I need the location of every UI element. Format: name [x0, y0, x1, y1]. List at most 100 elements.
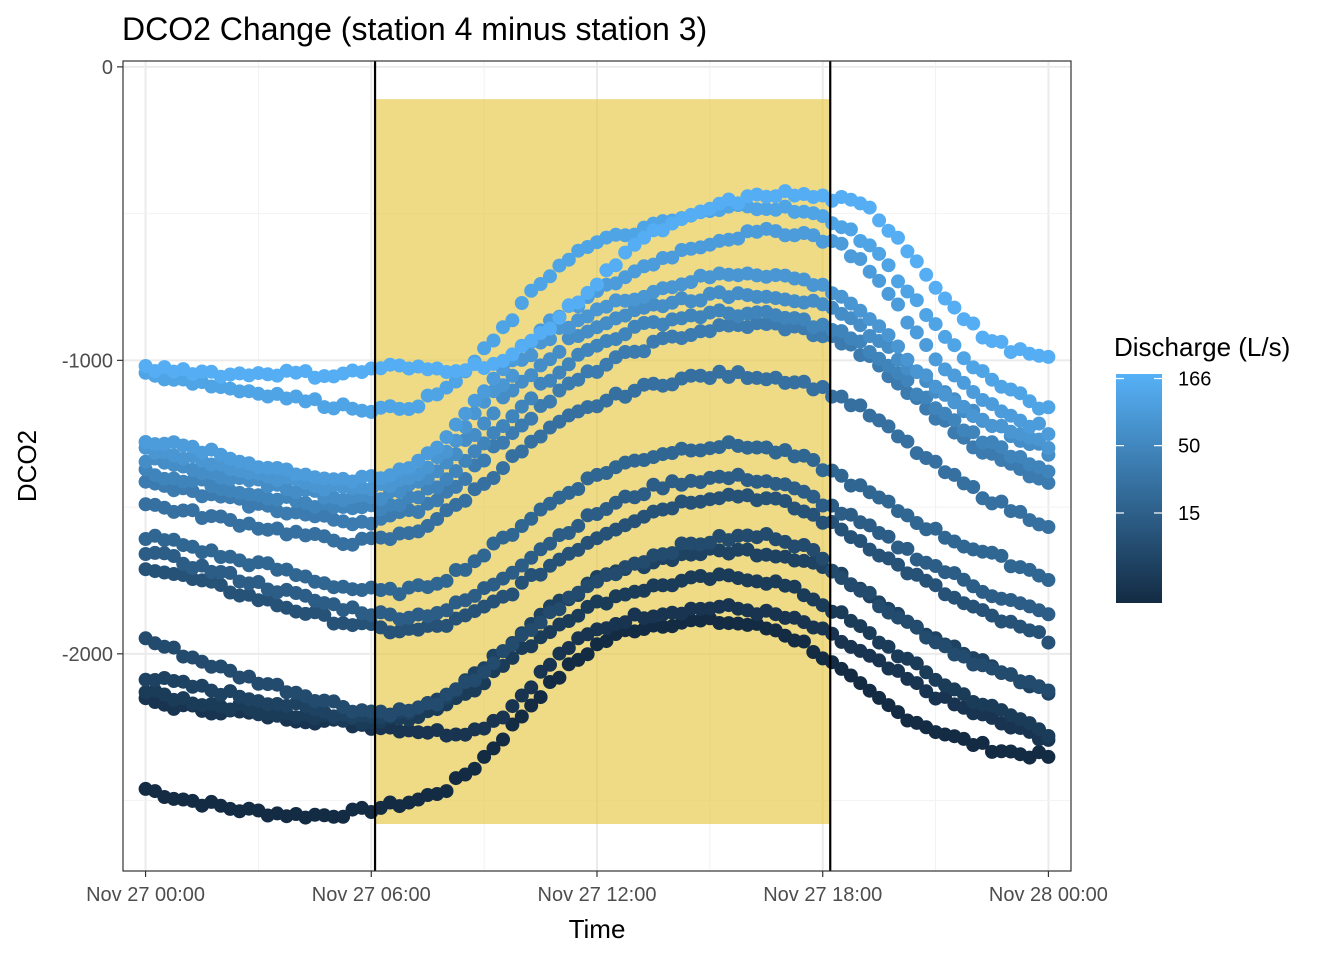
- data-point: [533, 615, 548, 630]
- data-point: [524, 348, 539, 363]
- data-point: [900, 352, 915, 367]
- data-point: [524, 698, 539, 713]
- data-point: [843, 507, 858, 522]
- data-point: [401, 461, 416, 476]
- data-point: [599, 596, 614, 611]
- data-point: [486, 741, 501, 756]
- data-point: [966, 316, 981, 331]
- x-axis: Nov 27 00:00 Nov 27 06:00 Nov 27 12:00 Nov …: [86, 871, 1108, 906]
- data-point: [411, 505, 426, 519]
- data-point: [947, 338, 962, 353]
- data-point: [496, 435, 510, 450]
- data-point: [862, 264, 877, 279]
- data-point: [806, 489, 821, 504]
- data-point: [1041, 427, 1056, 442]
- data-point: [900, 244, 915, 259]
- data-point: [439, 430, 454, 445]
- data-point: [524, 623, 539, 637]
- data-point: [411, 453, 426, 468]
- data-point: [533, 277, 548, 291]
- data-point: [270, 677, 285, 692]
- data-point: [909, 676, 924, 691]
- x-tick-label: Nov 27 00:00: [86, 884, 205, 906]
- x-tick-label: Nov 27 18:00: [763, 884, 882, 906]
- data-point: [166, 549, 181, 563]
- data-point: [411, 399, 426, 414]
- data-point: [947, 413, 962, 428]
- data-point: [787, 579, 802, 594]
- data-point: [543, 321, 557, 336]
- data-point: [486, 333, 501, 348]
- data-point: [1041, 573, 1056, 587]
- data-point: [477, 721, 492, 736]
- vertical-lines: [373, 61, 832, 871]
- data-point: [796, 312, 811, 327]
- data-point: [862, 238, 877, 253]
- data-point: [571, 372, 586, 387]
- data-point: [919, 308, 934, 322]
- data-point: [891, 663, 905, 678]
- series-18: [138, 435, 1056, 602]
- data-point: [467, 761, 482, 776]
- data-point: [561, 641, 576, 655]
- data-point: [900, 541, 915, 556]
- data-point: [439, 472, 454, 487]
- data-point: [637, 487, 651, 502]
- data-point: [430, 480, 445, 495]
- data-point: [881, 286, 896, 301]
- data-point: [938, 291, 952, 306]
- data-point: [825, 563, 840, 578]
- data-point: [618, 245, 633, 260]
- data-point: [590, 277, 604, 292]
- data-point: [900, 315, 915, 330]
- x-tick-label: Nov 28 00:00: [989, 884, 1108, 906]
- data-point: [919, 368, 934, 383]
- data-point: [796, 634, 811, 649]
- data-point: [815, 551, 830, 566]
- data-point: [524, 411, 539, 426]
- data-point: [956, 375, 971, 390]
- data-point: [543, 269, 557, 284]
- data-point: [552, 344, 567, 359]
- data-point: [665, 546, 680, 561]
- data-point: [571, 482, 586, 496]
- colorbar: [1116, 374, 1162, 603]
- data-point: [891, 705, 905, 720]
- data-point: [872, 213, 887, 228]
- legend: Discharge (L/s) 166 50 15: [1114, 332, 1290, 603]
- data-point: [1041, 464, 1056, 479]
- data-point: [477, 548, 492, 563]
- data-point: [496, 732, 510, 747]
- data-point: [543, 625, 557, 640]
- data-point: [843, 222, 858, 237]
- data-point: [552, 602, 567, 617]
- data-point: [505, 527, 520, 542]
- data-point: [561, 252, 576, 267]
- data-point: [543, 373, 557, 388]
- data-point: [524, 391, 539, 406]
- data-point: [834, 236, 849, 251]
- data-point: [514, 444, 529, 459]
- series-120: [138, 198, 1056, 419]
- data-point: [872, 273, 887, 288]
- data-point: [862, 518, 877, 533]
- data-point: [458, 472, 473, 486]
- data-point: [853, 303, 868, 318]
- legend-title: Discharge (L/s): [1114, 332, 1290, 362]
- data-point: [477, 384, 492, 399]
- data-point: [815, 380, 830, 394]
- data-point: [919, 665, 934, 680]
- data-point: [1041, 520, 1056, 534]
- data-point: [467, 673, 482, 688]
- data-point: [853, 398, 868, 413]
- data-point: [909, 656, 924, 671]
- data-point: [928, 379, 943, 394]
- data-point: [448, 479, 463, 494]
- data-point: [458, 493, 473, 508]
- data-point: [938, 639, 952, 654]
- data-point: [834, 468, 849, 483]
- data-point: [496, 461, 510, 476]
- data-point: [477, 341, 492, 356]
- data-point: [524, 550, 539, 565]
- data-point: [900, 284, 915, 299]
